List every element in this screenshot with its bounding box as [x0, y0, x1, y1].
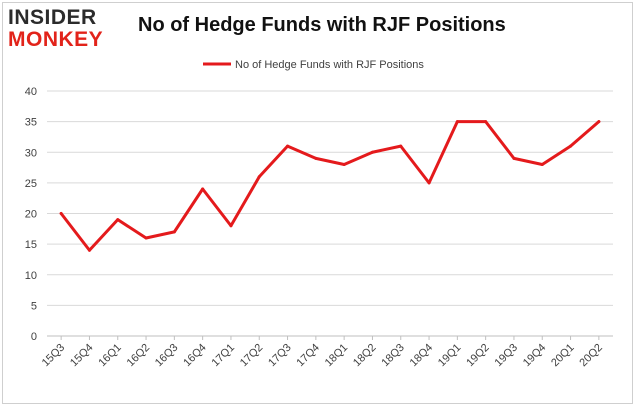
insider-monkey-logo: INSIDER MONKEY — [8, 6, 120, 54]
data-point — [455, 120, 459, 124]
y-tick-label: 0 — [31, 331, 37, 343]
x-tick-label: 19Q2 — [464, 342, 492, 370]
data-point — [201, 187, 205, 191]
data-point — [540, 163, 544, 166]
data-point — [314, 156, 318, 160]
y-tick-label: 5 — [31, 300, 37, 312]
x-axis: 15Q3 15Q4 16Q1 16Q2 16Q3 16Q4 17Q1 17Q2 17Q3 17Q4… — [40, 336, 605, 369]
x-tick-label: 19Q4 — [521, 342, 549, 370]
y-tick-label: 35 — [25, 117, 37, 129]
data-point — [257, 175, 261, 179]
data-point — [144, 236, 148, 240]
chart-frame — [2, 2, 633, 404]
legend: No of Hedge Funds with RJF Positions — [203, 59, 424, 71]
x-tick-label: 20Q1 — [549, 342, 577, 370]
y-tick-label: 25 — [25, 178, 37, 190]
gridlines — [47, 90, 613, 337]
data-point — [87, 248, 91, 252]
x-tick-label: 19Q1 — [436, 342, 464, 370]
series-layer — [59, 120, 601, 252]
x-tick-label: 17Q1 — [210, 342, 238, 370]
y-axis: 0 5 10 15 20 25 30 35 40 — [25, 86, 37, 343]
x-tick-label: 16Q2 — [125, 342, 153, 370]
data-point — [229, 224, 233, 228]
y-tick-label: 15 — [25, 239, 37, 251]
y-tick-label: 40 — [25, 86, 37, 98]
x-tick-label: 16Q1 — [96, 342, 124, 370]
x-tick-label: 15Q3 — [40, 342, 68, 370]
x-tick-label: 18Q3 — [379, 342, 407, 370]
x-tick-label: 18Q1 — [323, 342, 351, 370]
x-tick-label: 17Q4 — [294, 342, 322, 370]
x-tick-label: 20Q2 — [577, 342, 605, 370]
data-point — [399, 144, 403, 148]
data-point — [484, 120, 488, 124]
data-point — [512, 156, 516, 160]
x-tick-label: 19Q3 — [493, 342, 521, 370]
data-point — [370, 150, 374, 154]
data-point — [342, 163, 346, 166]
x-tick-label: 16Q3 — [153, 342, 181, 370]
data-point — [427, 181, 431, 185]
logo-text-top: INSIDER — [8, 6, 97, 29]
x-tick-label: 16Q4 — [181, 342, 209, 370]
x-tick-label: 18Q4 — [408, 342, 436, 370]
data-point — [597, 120, 601, 124]
data-point — [286, 144, 290, 148]
y-tick-label: 10 — [25, 270, 37, 282]
data-point — [59, 212, 63, 215]
x-tick-label: 15Q4 — [68, 342, 96, 370]
data-point — [116, 218, 120, 222]
series-line — [59, 120, 601, 252]
y-tick-label: 30 — [25, 147, 37, 159]
logo-text-bottom: MONKEY — [8, 28, 104, 51]
data-point — [569, 144, 573, 148]
chart-title: No of Hedge Funds with RJF Positions — [138, 14, 506, 36]
y-tick-label: 20 — [25, 209, 37, 221]
x-tick-label: 17Q2 — [238, 342, 266, 370]
legend-label: No of Hedge Funds with RJF Positions — [235, 59, 424, 71]
x-tick-label: 17Q3 — [266, 342, 294, 370]
data-point — [172, 230, 176, 234]
x-tick-label: 18Q2 — [351, 342, 379, 370]
